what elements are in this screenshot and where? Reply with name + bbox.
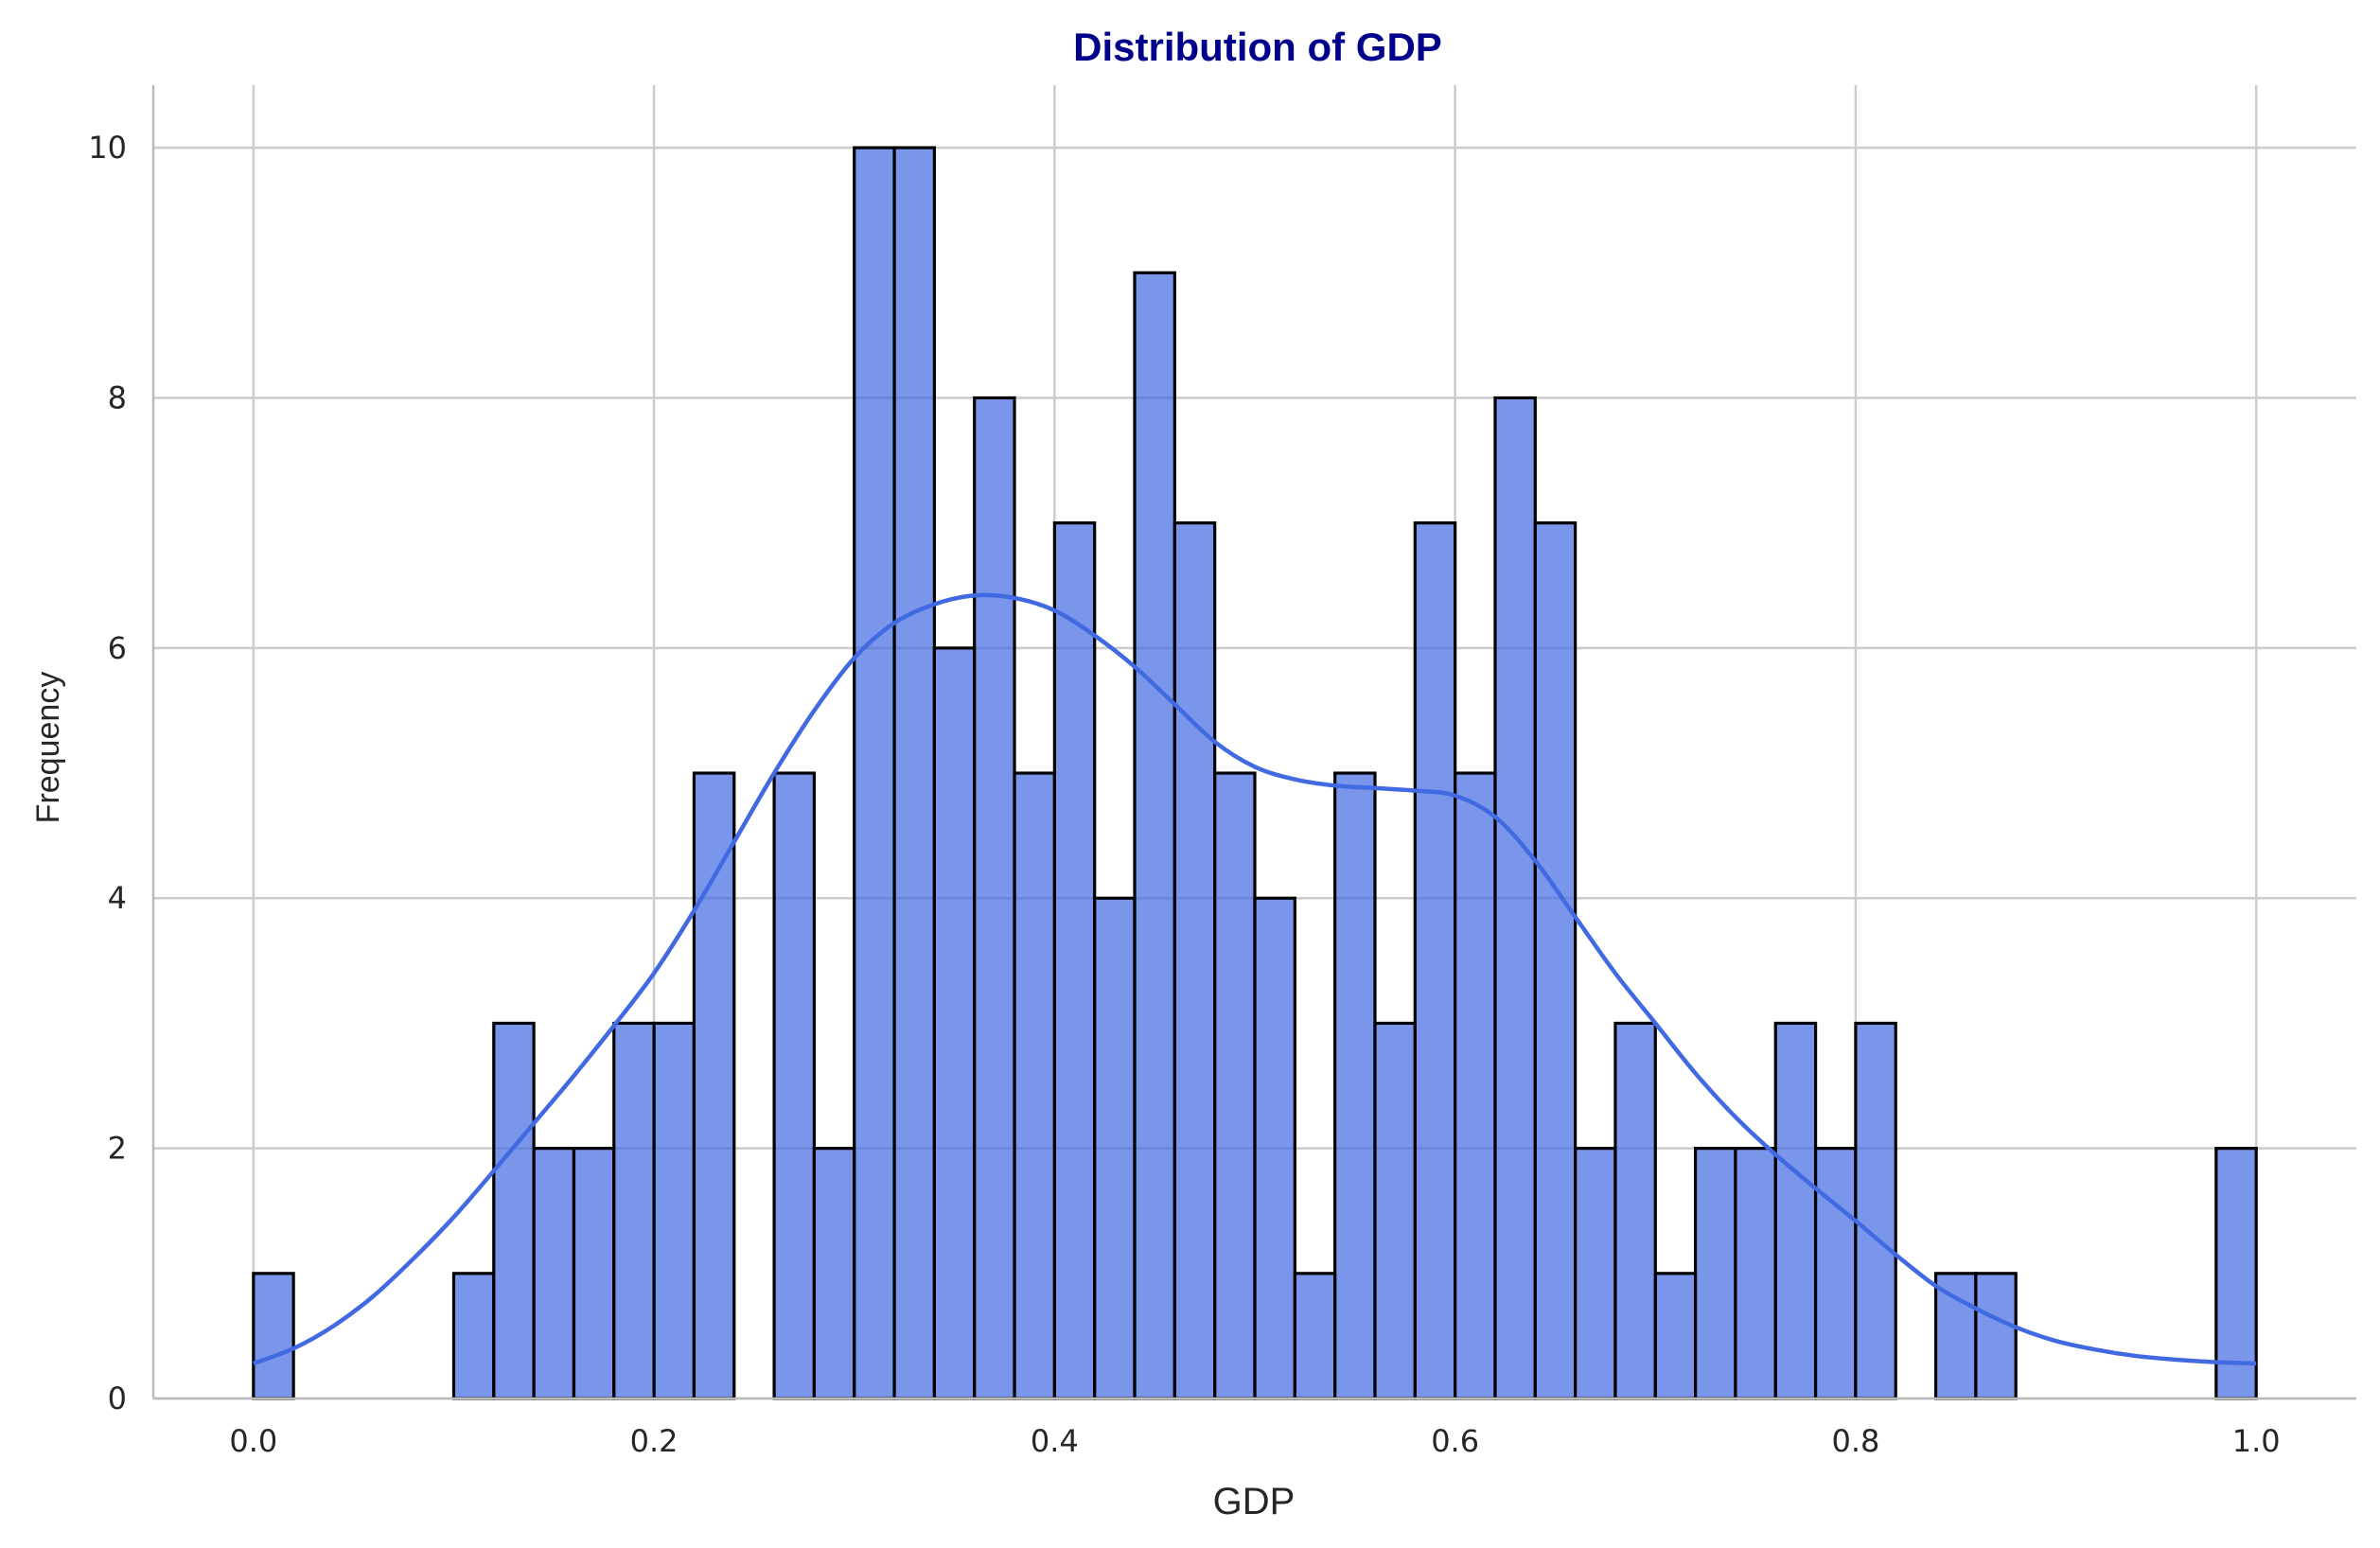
histogram-bar-6: [492, 1021, 536, 1400]
x-tick-label-5: 1.0: [2232, 1423, 2281, 1459]
histogram-bar-43: [1974, 1272, 2018, 1400]
x-axis-label: GDP: [1213, 1481, 1296, 1522]
histogram-bar-31: [1493, 396, 1537, 1400]
histogram-bar-10: [652, 1021, 696, 1400]
histogram-bar-15: [853, 146, 896, 1400]
kde-curve: [253, 592, 2257, 1366]
histogram-bar-42: [1933, 1272, 1978, 1400]
histogram-bar-37: [1734, 1147, 1777, 1400]
histogram-bar-28: [1373, 1021, 1417, 1400]
histogram-bar-13: [772, 771, 817, 1400]
histogram-bar-30: [1454, 771, 1497, 1400]
histogram-bar-29: [1413, 521, 1457, 1400]
histogram-bar-5: [451, 1272, 496, 1400]
histogram-bar-0: [252, 1272, 295, 1400]
histogram-bars: [252, 146, 2258, 1400]
x-tick-label-2: 0.4: [1031, 1423, 1079, 1459]
x-tick-label-3: 0.6: [1431, 1423, 1479, 1459]
histogram-bar-16: [892, 146, 936, 1400]
histogram-bar-22: [1133, 271, 1176, 1400]
histogram-bar-18: [973, 396, 1016, 1400]
histogram-bar-7: [532, 1147, 576, 1400]
y-tick-label-2: 4: [108, 880, 127, 916]
histogram-bar-23: [1172, 521, 1217, 1400]
histogram-bar-17: [932, 646, 977, 1400]
x-tick-label-1: 0.2: [630, 1423, 679, 1459]
chart-title: Distribution of GDP: [1073, 25, 1442, 69]
histogram-bar-36: [1693, 1147, 1737, 1400]
histogram-bar-8: [572, 1147, 616, 1400]
histogram-bar-33: [1574, 1147, 1617, 1400]
histogram-bar-14: [812, 1147, 856, 1400]
histogram-bar-9: [612, 1021, 656, 1400]
y-tick-label-0: 0: [108, 1381, 127, 1416]
histogram-bar-38: [1773, 1021, 1818, 1400]
histogram-bar-24: [1213, 771, 1257, 1400]
histogram-bar-40: [1854, 1021, 1897, 1400]
histogram-bar-27: [1333, 771, 1377, 1400]
histogram-bar-35: [1653, 1272, 1698, 1400]
axis-spines: [151, 85, 2356, 1400]
y-axis-label: Frequency: [30, 672, 66, 824]
histogram-bar-11: [692, 771, 736, 1400]
y-tick-label-3: 6: [108, 630, 127, 666]
histogram-bar-19: [1013, 771, 1056, 1400]
x-tick-label-0: 0.0: [229, 1423, 277, 1459]
histogram-bar-49: [2214, 1147, 2258, 1400]
y-tick-labels: 0 2 4 6 8 10: [88, 130, 127, 1416]
histogram-bar-39: [1813, 1147, 1858, 1400]
histogram-bar-34: [1613, 1021, 1657, 1400]
y-tick-label-1: 2: [108, 1131, 127, 1167]
x-tick-label-4: 0.8: [1831, 1423, 1879, 1459]
histogram-bar-32: [1533, 521, 1578, 1400]
y-tick-label-4: 8: [108, 379, 127, 415]
histogram-bar-20: [1052, 521, 1097, 1400]
y-tick-label-5: 10: [88, 130, 127, 166]
histogram-bar-26: [1293, 1272, 1337, 1400]
histogram-bar-21: [1093, 896, 1137, 1400]
x-tick-labels: 0.0 0.2 0.4 0.6 0.8 1.0: [229, 1423, 2280, 1459]
histogram-bar-25: [1253, 896, 1296, 1400]
